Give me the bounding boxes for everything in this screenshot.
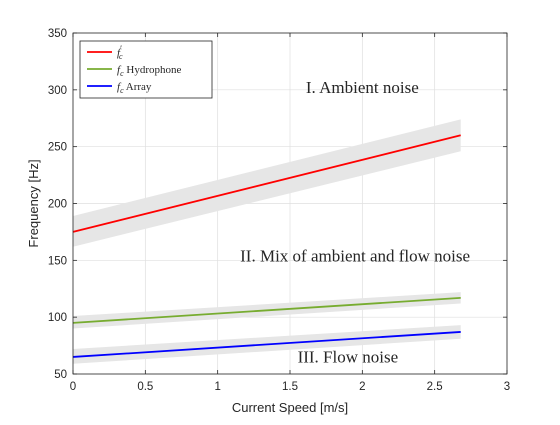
- series-line-2: [72, 296, 461, 324]
- y-tick-label: 100: [48, 312, 67, 324]
- x-tick-label: 2.5: [427, 381, 443, 393]
- series-lines: [72, 134, 461, 358]
- legend-label-2: fc Hydrophone: [117, 64, 181, 78]
- y-tick-label: 150: [48, 255, 67, 267]
- x-tick-label: 0.5: [137, 381, 153, 393]
- y-tick-label: 200: [48, 199, 67, 211]
- x-tick-label: 0: [70, 381, 76, 393]
- x-tick-label: 1: [214, 381, 220, 393]
- region-annotation-2: II. Mix of ambient and flow noise: [240, 246, 470, 265]
- x-tick-label: 3: [504, 381, 510, 393]
- y-tick-label: 300: [48, 85, 67, 97]
- legend: f′ c fc Hydrophone fc Array: [79, 40, 213, 99]
- y-tick-label: 250: [48, 142, 67, 154]
- legend-label-3: fc Array: [117, 81, 152, 95]
- x-axis-label: Current Speed [m/s]: [232, 400, 348, 415]
- legend-label-1: f′ c: [117, 44, 123, 61]
- y-tick-label: 50: [54, 369, 67, 381]
- region-annotation-3: III. Flow noise: [298, 348, 399, 367]
- series-line-3: [72, 331, 461, 358]
- region-annotations: I. Ambient noise II. Mix of ambient and f…: [240, 78, 470, 366]
- y-axis-label: Frequency [Hz]: [26, 159, 41, 247]
- y-tick-label: 350: [48, 28, 67, 40]
- x-tick-label: 1.5: [282, 381, 298, 393]
- region-annotation-1: I. Ambient noise: [306, 78, 419, 97]
- x-tick-label: 2: [359, 381, 365, 393]
- series-line-1: [72, 134, 461, 233]
